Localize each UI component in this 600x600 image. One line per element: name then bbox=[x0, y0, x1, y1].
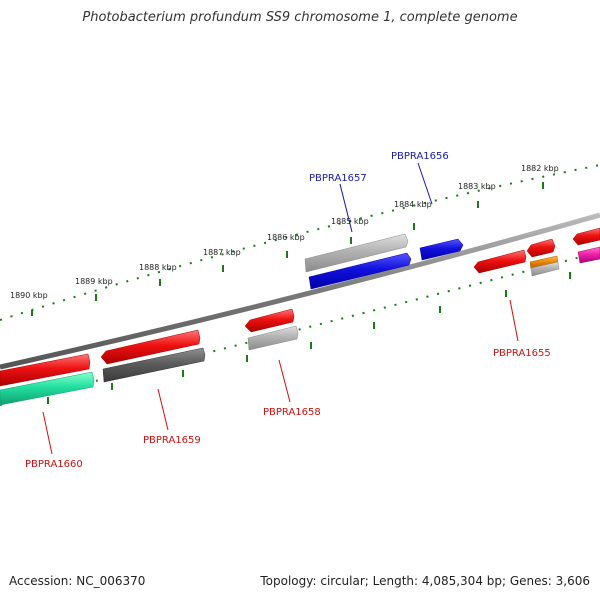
genome-backbone bbox=[0, 212, 600, 370]
gene-PBPRA1659-red[interactable] bbox=[100, 329, 201, 365]
genome-title: Photobacterium profundum SS9 chromosome … bbox=[82, 10, 518, 25]
kbp-label: 1882 kbp bbox=[521, 164, 559, 173]
gene-PBPRA1659-dgray[interactable] bbox=[102, 347, 206, 383]
gene-label-PBPRA1657[interactable]: PBPRA1657 bbox=[309, 173, 367, 184]
kbp-labels: 1890 kbp 1889 kbp 1888 kbp 1887 kbp 1886… bbox=[10, 164, 559, 300]
gene-PBPRA1656-blue[interactable] bbox=[419, 238, 464, 261]
callout-line bbox=[42, 411, 53, 455]
accession-text: Accession: NC_006370 bbox=[9, 574, 146, 588]
inner-scale-ring bbox=[0, 251, 600, 406]
gene-label-PBPRA1660[interactable]: PBPRA1660 bbox=[25, 459, 83, 470]
kbp-label: 1889 kbp bbox=[75, 277, 113, 286]
gene-label-PBPRA1658[interactable]: PBPRA1658 bbox=[263, 407, 321, 418]
gene-edge-magenta[interactable] bbox=[577, 246, 600, 264]
gene-PBPRA1660-teal[interactable] bbox=[0, 371, 95, 406]
gene-PBPRA1657-gray[interactable] bbox=[304, 233, 409, 273]
callout-line bbox=[339, 183, 353, 233]
genome-summary-text: Topology: circular; Length: 4,085,304 bp… bbox=[260, 574, 590, 588]
kbp-label: 1884 kbp bbox=[394, 200, 432, 209]
gene-label-PBPRA1659[interactable]: PBPRA1659 bbox=[143, 435, 201, 446]
callout-lines bbox=[42, 162, 519, 455]
kbp-label: 1890 kbp bbox=[10, 291, 48, 300]
callout-line bbox=[157, 388, 169, 431]
kbp-label: 1888 kbp bbox=[139, 263, 177, 272]
gene-PBPRA1655-red[interactable] bbox=[473, 249, 527, 274]
callout-line bbox=[278, 359, 291, 403]
gene-label-PBPRA1656[interactable]: PBPRA1656 bbox=[391, 151, 449, 162]
kbp-label: 1883 kbp bbox=[458, 182, 496, 191]
gene-label-PBPRA1655[interactable]: PBPRA1655 bbox=[493, 348, 551, 359]
gene-PBPRA1658-gray[interactable] bbox=[247, 325, 299, 351]
outer-major-ticks bbox=[31, 182, 544, 316]
kbp-label: 1887 kbp bbox=[203, 248, 241, 257]
callout-line bbox=[509, 299, 519, 342]
gene-edge-red[interactable] bbox=[572, 227, 600, 246]
inner-major-ticks bbox=[47, 272, 571, 404]
gene-small-gray[interactable] bbox=[530, 261, 560, 277]
gene-PBPRA1660-red[interactable] bbox=[0, 353, 91, 387]
gene-small-red[interactable] bbox=[526, 238, 556, 258]
callout-line bbox=[417, 162, 433, 205]
gene-PBPRA1658-red[interactable] bbox=[244, 308, 295, 333]
kbp-label: 1886 kbp bbox=[267, 233, 305, 242]
gene-labels: PBPRA1657 PBPRA1656 PBPRA1655 PBPRA1658 … bbox=[25, 151, 551, 470]
gene-PBPRA1657-blue[interactable] bbox=[308, 252, 412, 290]
